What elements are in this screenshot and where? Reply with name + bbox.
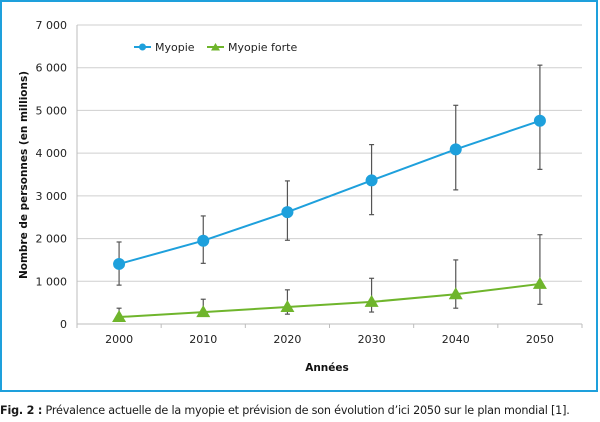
series-layer — [112, 64, 547, 323]
y-axis-title: Nombre de personnes (en millions) — [18, 71, 30, 279]
data-point — [113, 257, 126, 270]
legend-label-myopie-forte: Myopie forte — [228, 41, 297, 54]
x-tick-label: 2000 — [105, 333, 133, 346]
data-point — [280, 299, 295, 312]
y-tick-label: 1 000 — [36, 275, 68, 288]
y-tick-label: 0 — [60, 318, 67, 331]
y-tick-label: 5 000 — [36, 104, 68, 117]
x-tick-label: 2010 — [189, 333, 217, 346]
y-tick-label: 7 000 — [36, 19, 68, 32]
x-tick-labels: 2000 2010 2020 2030 2040 2050 — [105, 333, 554, 346]
x-tick-label: 2040 — [442, 333, 470, 346]
series-myopie-forte — [112, 234, 547, 323]
series-myopie — [113, 64, 546, 286]
legend: Myopie Myopie forte — [134, 41, 297, 54]
legend-label-myopie: Myopie — [155, 41, 195, 54]
legend-marker-myopie — [139, 43, 146, 51]
data-point — [448, 287, 463, 300]
y-tick-label: 3 000 — [36, 190, 68, 203]
data-point — [281, 206, 294, 219]
legend-marker-myopie-forte — [211, 43, 220, 51]
series-line — [119, 282, 541, 319]
data-point — [112, 310, 127, 323]
legend-item-myopie: Myopie — [134, 41, 195, 54]
y-tick-labels: 0 1 000 2 000 3 000 4 000 5 000 6 000 7 000 — [36, 19, 68, 331]
data-point — [533, 114, 546, 127]
series-line — [118, 119, 541, 265]
x-axis — [76, 25, 583, 328]
legend-item-myopie-forte: Myopie forte — [207, 41, 297, 54]
y-tick-label: 4 000 — [36, 147, 68, 160]
data-point — [449, 143, 462, 156]
data-point — [196, 305, 211, 318]
data-point — [364, 294, 379, 307]
y-tick-label: 6 000 — [36, 62, 68, 75]
caption-text: Prévalence actuelle de la myopie et prév… — [42, 404, 570, 417]
gridlines — [77, 24, 582, 282]
y-tick-label: 2 000 — [36, 233, 68, 246]
chart: 0 1 000 2 000 3 000 4 000 5 000 6 000 7 000 200… — [18, 19, 583, 374]
data-point — [532, 276, 547, 289]
figure-caption: Fig. 2 : Prévalence actuelle de la myopi… — [0, 404, 570, 417]
x-axis-title: Années — [305, 362, 349, 374]
data-point — [365, 174, 378, 187]
x-tick-label: 2030 — [358, 333, 386, 346]
caption-label: Fig. 2 : — [0, 404, 43, 417]
x-tick-label: 2050 — [526, 333, 554, 346]
x-tick-label: 2020 — [273, 333, 301, 346]
data-point — [197, 234, 210, 247]
